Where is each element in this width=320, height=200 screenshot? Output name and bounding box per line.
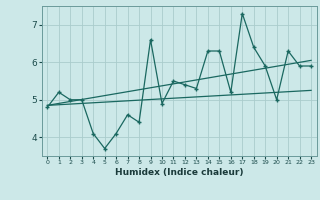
X-axis label: Humidex (Indice chaleur): Humidex (Indice chaleur) xyxy=(115,168,244,177)
